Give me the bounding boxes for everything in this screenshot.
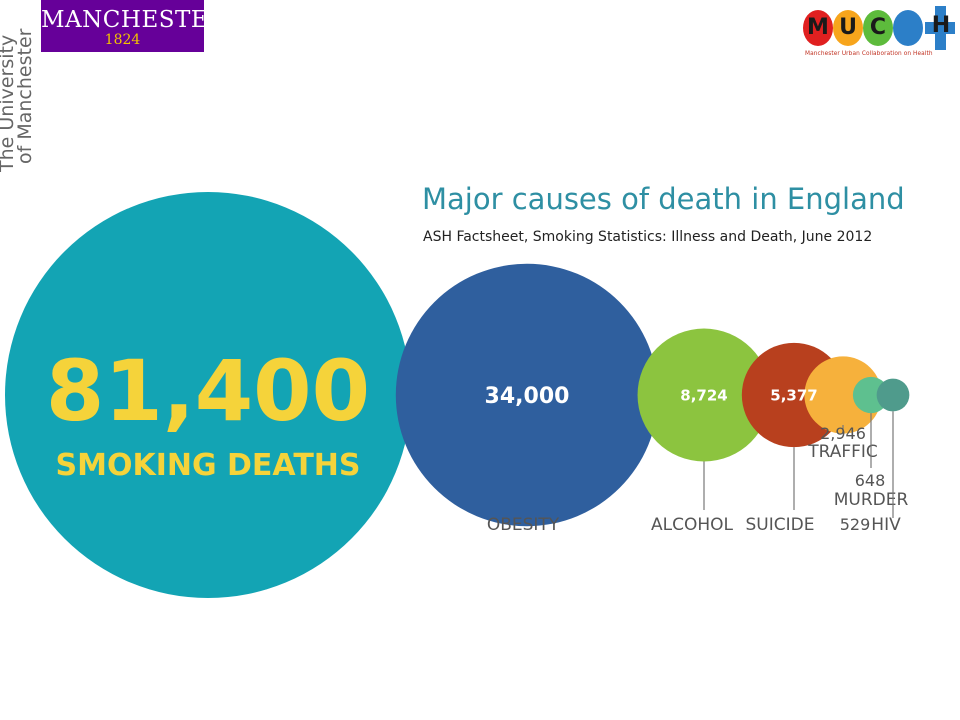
much-letter-c: C	[863, 10, 893, 46]
much-letter-h: H	[931, 13, 951, 38]
bubble-hiv	[876, 378, 910, 412]
value-traffic: 2,946	[820, 424, 866, 443]
bubble-label-smoking-deaths: SMOKING DEATHS	[55, 448, 360, 483]
much-letter-h-circle	[893, 10, 923, 46]
bubble-smoking-deaths	[5, 192, 411, 598]
label-hiv: HIV	[871, 515, 901, 535]
bubble-value-smoking-deaths: 81,400	[46, 342, 370, 440]
bubble-obesity	[395, 263, 659, 527]
bubble-alcohol	[637, 328, 771, 462]
label-obesity: OBESITY	[487, 515, 560, 535]
much-cross-icon: H	[925, 6, 955, 50]
value-murder: 648	[855, 471, 886, 490]
university-of-manchester-logo: MANCHESTER 1824	[41, 0, 226, 52]
much-tagline: Manchester Urban Collaboration on Health	[805, 51, 933, 57]
uom-wordmark: MANCHESTER	[41, 7, 226, 33]
label-alcohol: ALCOHOL	[651, 515, 734, 535]
much-logo: M U C H Manchester Urban Collaboration o…	[801, 6, 959, 62]
chart-title: Major causes of death in England	[422, 182, 905, 216]
uom-year: 1824	[104, 32, 141, 48]
bubble-traffic	[804, 356, 882, 434]
bubble-value-suicide: 5,377	[770, 386, 817, 404]
label-murder: MURDER	[834, 490, 909, 510]
bubble-value-obesity: 34,000	[485, 384, 570, 409]
value-hiv: 529	[840, 515, 871, 534]
label-traffic: TRAFFIC	[807, 442, 878, 462]
chart-subtitle: ASH Factsheet, Smoking Statistics: Illne…	[423, 229, 873, 245]
label-suicide: SUICIDE	[746, 515, 815, 535]
much-letter-m: M	[803, 10, 833, 46]
bubble-value-alcohol: 8,724	[680, 386, 727, 404]
much-letter-u: U	[833, 10, 863, 46]
